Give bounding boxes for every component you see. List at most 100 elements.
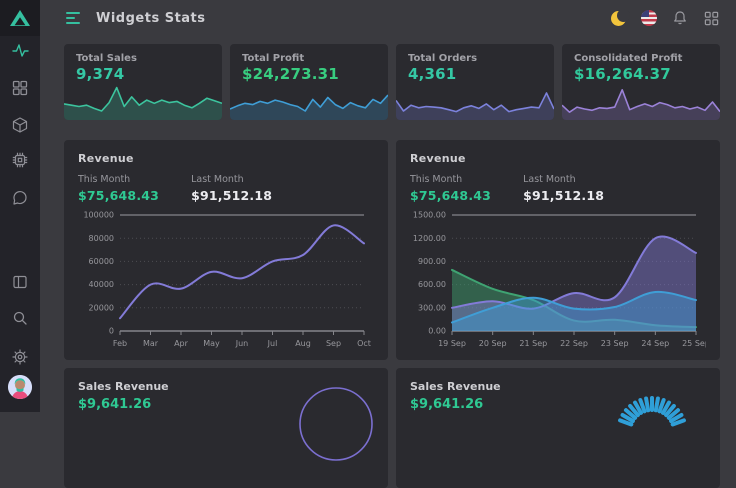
- chip-icon: [12, 152, 28, 168]
- svg-text:23 Sep: 23 Sep: [601, 339, 629, 348]
- svg-text:0: 0: [109, 327, 114, 336]
- sidebar-item-search[interactable]: [0, 307, 40, 329]
- svg-text:40000: 40000: [89, 280, 114, 289]
- dashboard-grid-icon: [12, 80, 28, 96]
- last-month-label: Last Month: [523, 174, 576, 185]
- sales-revenue-card-2: Sales Revenue $9,641.26: [396, 368, 720, 488]
- stat-card-total-orders: Total Orders 4,361: [396, 44, 554, 120]
- svg-text:1200.00: 1200.00: [413, 234, 446, 243]
- svg-text:22 Sep: 22 Sep: [560, 339, 588, 348]
- sidebar-item-activity[interactable]: [0, 39, 40, 61]
- svg-text:60000: 60000: [89, 257, 114, 266]
- tick-gauge: [618, 396, 686, 427]
- sales-revenue-card-1: Sales Revenue $9,641.26: [64, 368, 388, 488]
- triangle-logo-icon: [10, 10, 30, 26]
- stat-card-total-sales: Total Sales 9,374: [64, 44, 222, 120]
- header-actions: [609, 8, 720, 27]
- sidebar-item-layout[interactable]: [0, 271, 40, 293]
- revenue-row: Revenue This Month $75,648.43 Last Month…: [64, 140, 720, 360]
- stat-label: Total Sales: [76, 53, 137, 64]
- svg-text:Feb: Feb: [113, 339, 127, 348]
- svg-text:24 Sep: 24 Sep: [641, 339, 669, 348]
- us-flag-icon: [641, 10, 657, 26]
- this-month-value: $75,648.43: [78, 188, 160, 203]
- svg-text:900.00: 900.00: [418, 257, 446, 266]
- stat-cards-row: Total Sales 9,374 Total Profit $24,273.3…: [64, 44, 720, 120]
- this-month-label: This Month: [410, 174, 463, 185]
- sparkline-chart: [396, 92, 554, 120]
- svg-text:Mar: Mar: [143, 339, 159, 348]
- card-value: $9,641.26: [410, 397, 484, 412]
- dark-mode-toggle[interactable]: [609, 8, 630, 27]
- last-month-value: $91,512.18: [191, 188, 273, 203]
- monthly-revenue-line-chart: 0 20000 40000 60000 80000 100000 Feb Mar Apr May J…: [83, 211, 371, 348]
- stat-value: 4,361: [408, 65, 457, 83]
- this-month-block: This Month $75,648.43: [410, 174, 491, 203]
- stat-value: $16,264.37: [574, 65, 671, 83]
- revenue-card-daily: Revenue This Month $75,648.43 Last Month…: [396, 140, 720, 360]
- sparkline-chart: [230, 94, 388, 120]
- search-icon: [13, 311, 27, 325]
- sidebar-item-system[interactable]: [0, 149, 40, 171]
- sidebar-item-dashboard[interactable]: [0, 77, 40, 99]
- app-logo[interactable]: [0, 0, 40, 36]
- this-month-value: $75,648.43: [410, 188, 492, 203]
- svg-text:300.00: 300.00: [418, 303, 446, 312]
- bell-icon: [674, 11, 686, 25]
- revenue-card-monthly: Revenue This Month $75,648.43 Last Month…: [64, 140, 388, 360]
- last-month-block: Last Month $91,512.18: [523, 174, 604, 203]
- stat-value: $24,273.31: [242, 65, 339, 83]
- apps-grid-icon: [704, 11, 718, 25]
- last-month-value: $91,512.18: [523, 188, 605, 203]
- user-avatar[interactable]: [8, 375, 32, 399]
- svg-text:20 Sep: 20 Sep: [479, 339, 507, 348]
- svg-text:1500.00: 1500.00: [413, 211, 446, 220]
- this-month-label: This Month: [78, 174, 131, 185]
- sparkline-chart: [64, 86, 222, 120]
- card-title: Sales Revenue: [78, 380, 169, 393]
- card-value: $9,641.26: [78, 397, 152, 412]
- svg-text:100000: 100000: [83, 211, 114, 220]
- stat-label: Total Profit: [242, 53, 305, 64]
- page-title: Widgets Stats: [96, 10, 206, 26]
- svg-text:600.00: 600.00: [418, 280, 446, 289]
- gear-icon: [12, 349, 28, 365]
- svg-text:19 Sep: 19 Sep: [438, 339, 466, 348]
- svg-text:Jul: Jul: [267, 339, 278, 348]
- stat-card-total-profit: Total Profit $24,273.31: [230, 44, 388, 120]
- card-title: Revenue: [78, 152, 134, 165]
- svg-text:Oct: Oct: [357, 339, 371, 348]
- layout-panel-icon: [13, 275, 27, 289]
- bottom-cards-row: Sales Revenue $9,641.26 Sales Revenue $9…: [64, 368, 720, 488]
- svg-text:Apr: Apr: [174, 339, 189, 348]
- last-month-label: Last Month: [191, 174, 244, 185]
- menu-icon[interactable]: [66, 12, 80, 24]
- svg-text:25 Sep: 25 Sep: [682, 339, 706, 348]
- revenue-summary: This Month $75,648.43 Last Month $91,512…: [78, 174, 374, 203]
- sidebar-item-packages[interactable]: [0, 114, 40, 136]
- package-box-icon: [12, 117, 28, 133]
- card-title: Revenue: [410, 152, 466, 165]
- top-header: Widgets Stats: [40, 0, 736, 36]
- sidebar-item-messages[interactable]: [0, 187, 40, 209]
- avatar-image: [8, 375, 32, 399]
- stat-label: Total Orders: [408, 53, 478, 64]
- svg-text:0.00: 0.00: [428, 327, 446, 336]
- svg-text:21 Sep: 21 Sep: [519, 339, 547, 348]
- revenue-summary: This Month $75,648.43 Last Month $91,512…: [410, 174, 706, 203]
- stat-card-consolidated-profit: Consolidated Profit $16,264.37: [562, 44, 720, 120]
- apps-menu-button[interactable]: [702, 9, 720, 27]
- stat-value: 9,374: [76, 65, 125, 83]
- moon-icon: [610, 8, 630, 26]
- chat-bubble-icon: [13, 190, 27, 205]
- activity-icon: [11, 44, 29, 57]
- sidebar: [0, 0, 40, 412]
- sidebar-item-settings[interactable]: [0, 346, 40, 368]
- language-selector[interactable]: [640, 9, 658, 27]
- last-month-block: Last Month $91,512.18: [191, 174, 272, 203]
- circular-gauge: [299, 387, 373, 461]
- this-month-block: This Month $75,648.43: [78, 174, 159, 203]
- svg-text:Jun: Jun: [235, 339, 249, 348]
- notifications-button[interactable]: [671, 9, 689, 27]
- svg-text:Aug: Aug: [295, 339, 311, 348]
